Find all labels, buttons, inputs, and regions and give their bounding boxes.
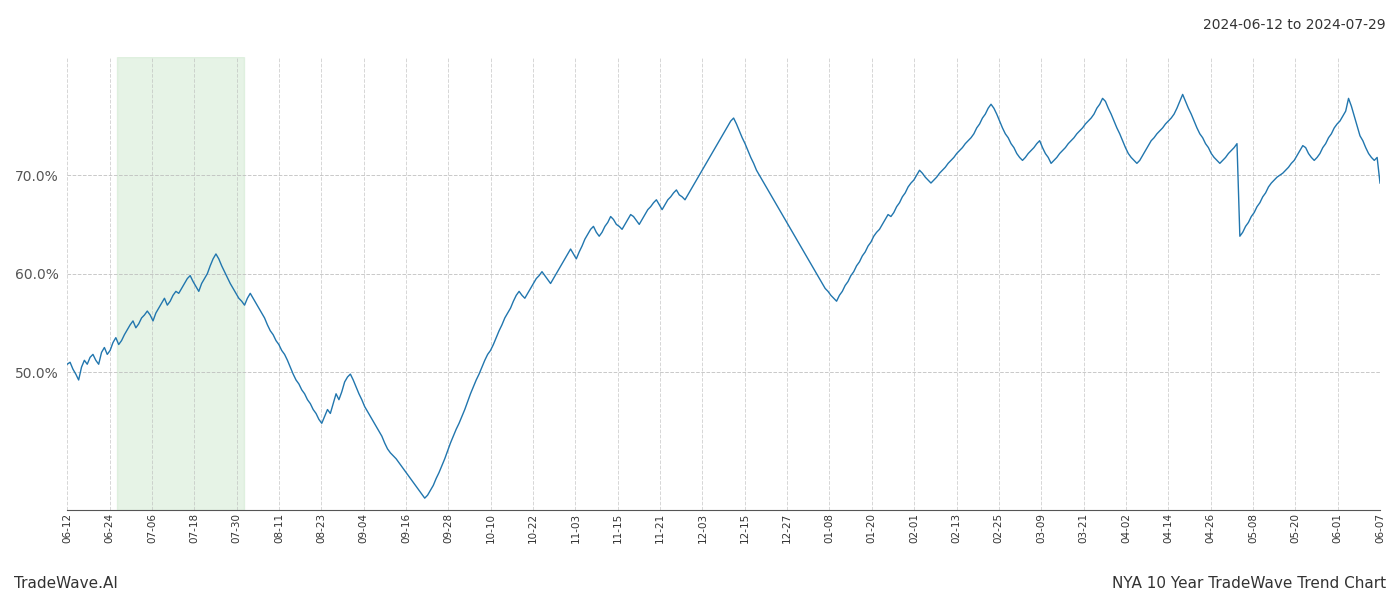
Text: NYA 10 Year TradeWave Trend Chart: NYA 10 Year TradeWave Trend Chart [1112,576,1386,591]
Bar [118,57,245,510]
Text: 2024-06-12 to 2024-07-29: 2024-06-12 to 2024-07-29 [1204,18,1386,32]
Text: TradeWave.AI: TradeWave.AI [14,576,118,591]
